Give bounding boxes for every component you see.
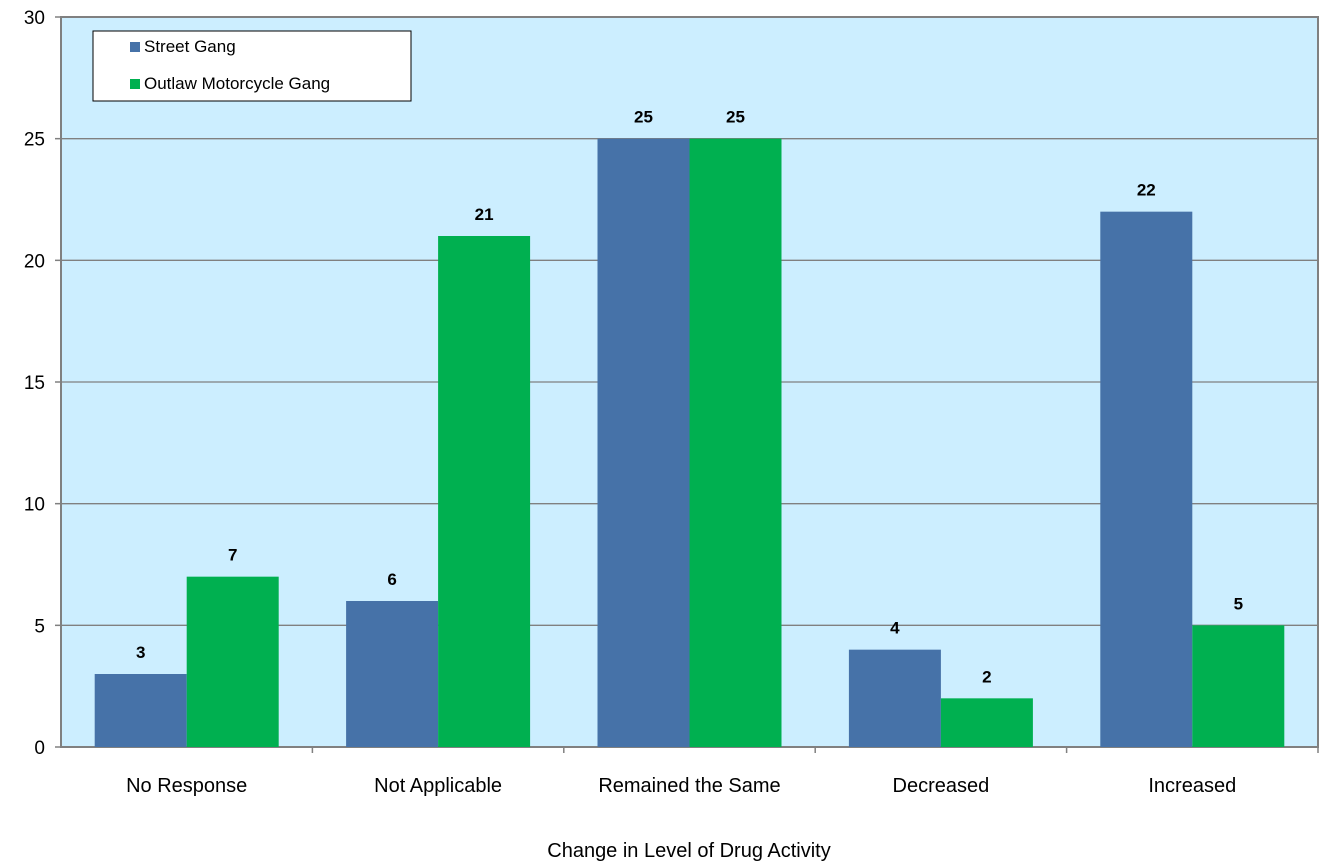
y-tick-label-15: 15 (24, 373, 45, 394)
y-tick-label-5: 5 (34, 616, 45, 637)
data-label-outlaw-motorcycle-gang-increased: 5 (1234, 594, 1243, 613)
y-tick-label-0: 0 (34, 738, 45, 759)
y-axis: 0 5 10 15 20 25 30 (24, 8, 61, 759)
data-label-outlaw-motorcycle-gang-remained-the-same: 25 (726, 108, 745, 127)
legend-label-outlaw-motorcycle-gang: Outlaw Motorcycle Gang (144, 74, 330, 93)
x-tick-label-remained-the-same: Remained the Same (598, 775, 780, 797)
bar-street-gang-increased (1100, 211, 1193, 747)
y-tick-label-25: 25 (24, 130, 45, 151)
bar-outlaw-motorcycle-gang-decreased (940, 698, 1033, 747)
data-label-street-gang-remained-the-same: 25 (634, 108, 653, 127)
bar-street-gang-decreased (848, 649, 941, 747)
legend-swatch-street-gang (130, 42, 140, 52)
x-axis: No Response Not Applicable Remained the Sa… (126, 747, 1319, 797)
bar-outlaw-motorcycle-gang-not-applicable (438, 236, 531, 747)
data-label-street-gang-not-applicable: 6 (387, 570, 396, 589)
y-tick-label-30: 30 (24, 8, 45, 29)
data-label-outlaw-motorcycle-gang-decreased: 2 (982, 667, 991, 686)
data-label-street-gang-increased: 22 (1137, 181, 1156, 200)
x-tick-label-increased: Increased (1148, 775, 1236, 797)
bar-series (94, 138, 1285, 747)
x-tick-label-no-response: No Response (126, 775, 247, 797)
bar-street-gang-not-applicable (346, 601, 439, 747)
legend: Street Gang Outlaw Motorcycle Gang (92, 30, 412, 102)
data-label-outlaw-motorcycle-gang-no-response: 7 (228, 546, 237, 565)
bar-outlaw-motorcycle-gang-remained-the-same (689, 138, 782, 747)
x-tick-label-decreased: Decreased (893, 775, 990, 797)
legend-swatch-outlaw-motorcycle-gang (130, 79, 140, 89)
x-axis-title: Change in Level of Drug Activity (547, 840, 831, 862)
data-label-outlaw-motorcycle-gang-not-applicable: 21 (475, 205, 494, 224)
y-tick-label-20: 20 (24, 251, 45, 272)
bar-outlaw-motorcycle-gang-no-response (186, 576, 279, 747)
x-tick-label-not-applicable: Not Applicable (374, 775, 502, 797)
bar-street-gang-remained-the-same (597, 138, 690, 747)
y-tick-label-10: 10 (24, 495, 45, 516)
legend-label-street-gang: Street Gang (144, 37, 236, 56)
data-label-street-gang-no-response: 3 (136, 643, 145, 662)
data-label-street-gang-decreased: 4 (890, 619, 900, 638)
bar-outlaw-motorcycle-gang-increased (1192, 625, 1285, 747)
bar-street-gang-no-response (94, 674, 187, 747)
